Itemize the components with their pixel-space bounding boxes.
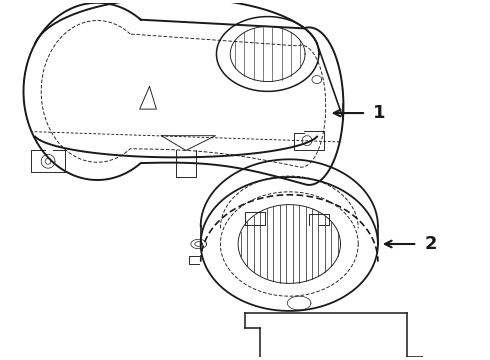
Text: 1: 1 [373,104,386,122]
Text: 2: 2 [424,235,437,253]
